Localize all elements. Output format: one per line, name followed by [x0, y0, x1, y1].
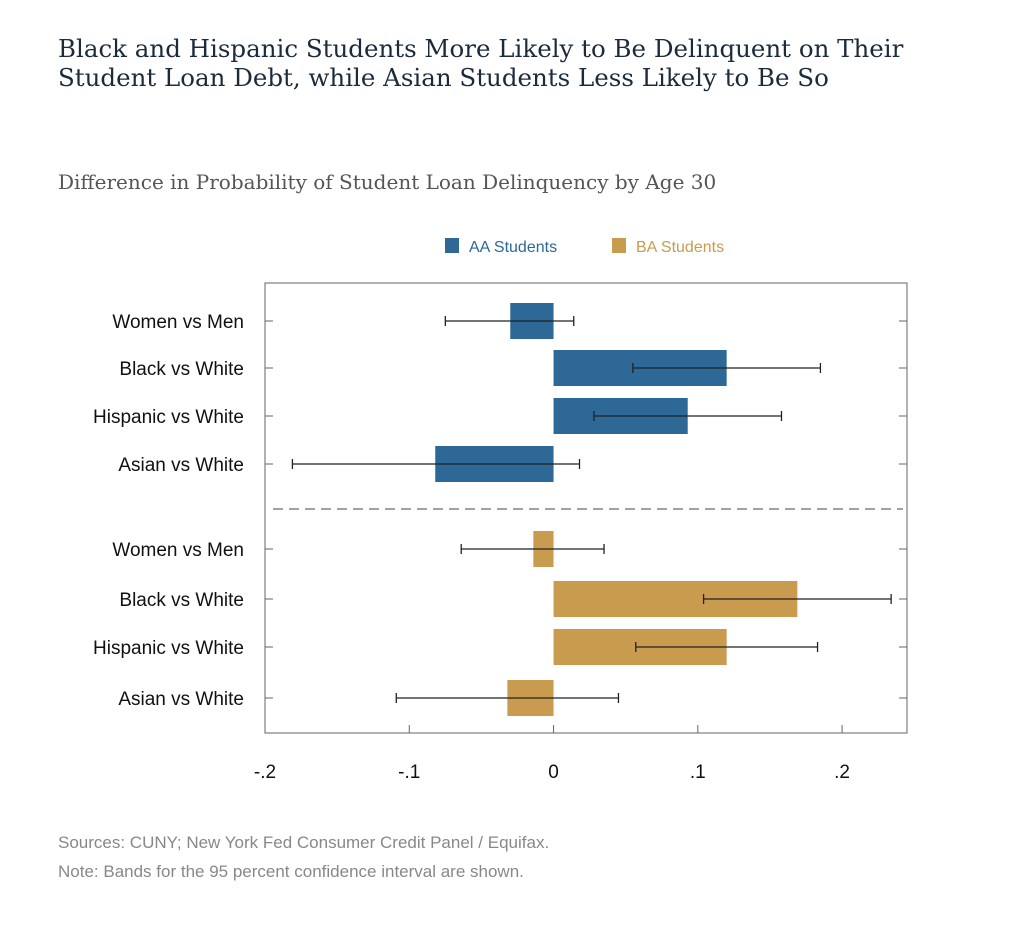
- note-text: Note: Bands for the 95 percent confidenc…: [58, 862, 524, 881]
- x-tick-label: .2: [834, 762, 850, 783]
- x-tick-label: -.1: [398, 762, 420, 783]
- category-label: Asian vs White: [118, 689, 244, 710]
- legend-swatch-0: [445, 238, 459, 253]
- legend-label-1: BA Students: [636, 239, 724, 256]
- x-tick-label: 0: [548, 762, 559, 783]
- legend-swatch-1: [612, 238, 626, 253]
- category-label: Black vs White: [119, 590, 244, 611]
- chart-subtitle: Difference in Probability of Student Loa…: [58, 170, 717, 194]
- legend-label-0: AA Students: [469, 239, 557, 256]
- plot-frame: [264, 282, 908, 734]
- x-tick-label: .1: [690, 762, 706, 783]
- notes: Sources: CUNY; New York Fed Consumer Cre…: [58, 828, 549, 886]
- sources-text: Sources: CUNY; New York Fed Consumer Cre…: [58, 833, 550, 852]
- category-label: Asian vs White: [118, 455, 244, 476]
- category-label: Hispanic vs White: [93, 638, 244, 659]
- category-label: Hispanic vs White: [93, 407, 244, 428]
- category-label: Women vs Men: [112, 312, 244, 333]
- category-label: Women vs Men: [112, 540, 244, 561]
- x-tick-label: -.2: [254, 762, 276, 783]
- category-label: Black vs White: [119, 359, 244, 380]
- chart-title: Black and Hispanic Students More Likely …: [58, 34, 904, 92]
